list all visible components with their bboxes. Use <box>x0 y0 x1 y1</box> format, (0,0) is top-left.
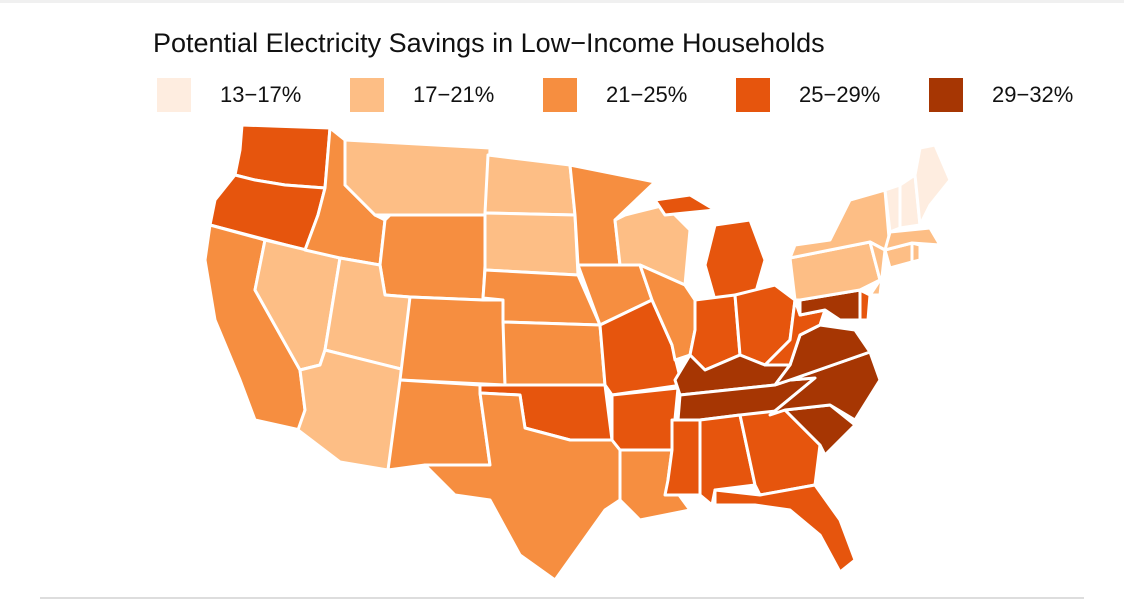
state-co <box>398 295 507 387</box>
legend-swatch <box>929 78 963 112</box>
state-ar <box>610 386 680 452</box>
legend-item: 13−17% <box>157 78 350 112</box>
state-nj <box>868 240 887 297</box>
legend-item: 17−21% <box>350 78 543 112</box>
state-mi <box>703 218 767 302</box>
state-me <box>913 143 952 227</box>
legend-label: 13−17% <box>220 82 302 107</box>
state-nd <box>483 153 577 217</box>
top-divider <box>0 0 1124 3</box>
legend-label: 17−21% <box>413 82 495 107</box>
state-de <box>858 288 872 322</box>
legend-item: 29−32% <box>929 78 1122 112</box>
state-ks <box>501 320 607 387</box>
legend-label: 29−32% <box>992 82 1074 107</box>
map-title: Potential Electricity Savings in Low−Inc… <box>153 28 825 58</box>
legend-item: 21−25% <box>543 78 736 112</box>
state-sd <box>483 211 580 277</box>
state-nc <box>768 350 882 422</box>
state-ri <box>910 241 922 264</box>
legend-label: 21−25% <box>606 82 688 107</box>
state-fl <box>713 483 857 574</box>
bottom-divider <box>40 597 1084 599</box>
legend-item: 25−29% <box>736 78 929 112</box>
state-mi <box>653 193 717 217</box>
legend-swatch <box>350 78 384 112</box>
legend-swatch <box>157 78 191 112</box>
state-wy <box>378 213 490 302</box>
legend: 13−17% 17−21% 21−25% 25−29% 29−32% <box>157 78 1122 112</box>
state-tx <box>423 391 622 582</box>
state-ma <box>883 226 942 252</box>
legend-swatch <box>736 78 770 112</box>
legend-swatch <box>543 78 577 112</box>
state-nm <box>386 378 492 472</box>
state-mt <box>343 138 492 217</box>
legend-label: 25−29% <box>799 82 881 107</box>
